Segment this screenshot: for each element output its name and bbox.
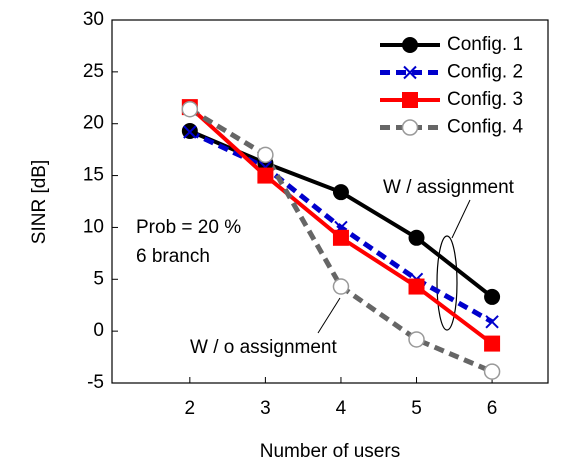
marker [257,167,274,184]
marker [408,278,425,295]
marker [332,278,350,295]
x-tick-label: 6 [487,398,498,419]
legend-label: Config. 3 [447,89,523,110]
legend-label: Config. 4 [447,117,523,138]
marker [183,125,197,139]
marker [484,335,501,352]
marker [257,146,274,164]
annotation: Prob = 20 % [136,217,241,238]
marker [408,229,425,246]
y-tick-label: 25 [83,61,104,82]
y-tick-label: 5 [93,268,104,289]
y-tick-label: 15 [83,165,104,186]
x-tick-label: 3 [260,398,271,419]
marker [181,100,199,118]
legend-label: Config. 2 [447,62,523,83]
leader-line [451,199,471,239]
y-tick-label: 10 [83,216,104,237]
marker [332,229,349,246]
x-tick-label: 2 [185,398,196,419]
x-axis-label: Number of users [260,441,400,462]
annotation: W / assignment [383,177,515,198]
callout-ellipse [436,235,458,331]
legend-marker [401,119,419,136]
annotation: W / o assignment [190,337,337,358]
y-tick-label: -5 [87,372,104,393]
plot-frame [111,19,549,384]
x-tick-label: 4 [336,398,347,419]
marker [332,184,349,201]
leader-line [317,297,341,334]
marker [408,331,425,348]
legend-label: Config. 1 [447,34,523,55]
annotation: 6 branch [136,246,210,267]
legend-marker [402,37,418,53]
marker [484,288,501,305]
y-axis-label: SINR [dB] [29,160,50,244]
y-tick-label: 20 [83,113,104,134]
marker [485,315,499,329]
legend-marker [402,92,418,108]
legend-marker [403,65,417,80]
y-tick-label: 30 [83,9,104,30]
y-tick-label: 0 [93,320,104,341]
marker [483,363,501,380]
x-tick-label: 5 [411,398,422,419]
